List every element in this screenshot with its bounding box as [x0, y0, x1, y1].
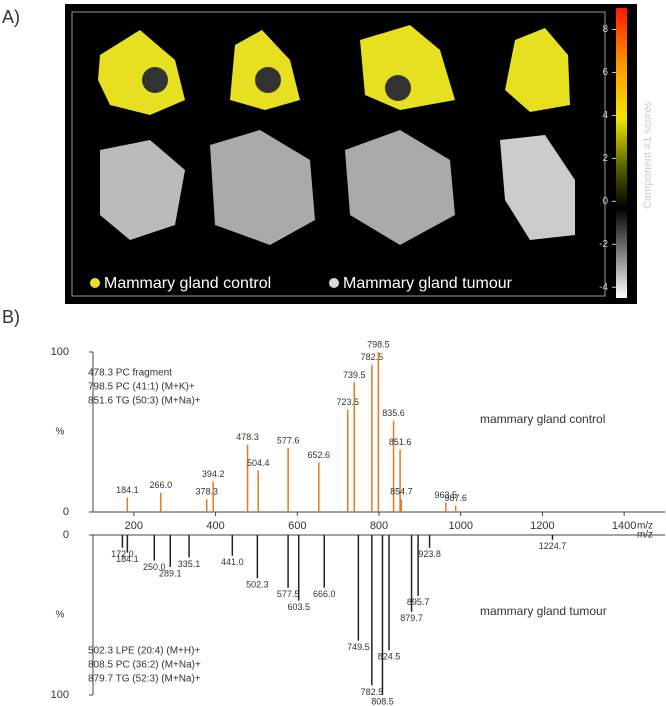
- peak-label: 879.7: [400, 613, 423, 623]
- x-tick-label: 200: [125, 520, 143, 532]
- x-tick-label: 600: [288, 520, 306, 532]
- peak-label: 577.5: [277, 589, 300, 599]
- tissue-control: [360, 25, 455, 110]
- x-tick-label: 400: [206, 520, 224, 532]
- tissue-control: [98, 30, 185, 115]
- tissue-control: [505, 28, 570, 112]
- y-tick-label: 100: [51, 689, 69, 701]
- legend-marker: [329, 278, 339, 288]
- peak-label: 184.1: [116, 554, 139, 564]
- peak-label: 723.5: [336, 397, 359, 407]
- peak-label: 504.4: [247, 458, 270, 468]
- peak-label: 987.6: [444, 493, 467, 503]
- colorbar-tick-label: 6: [602, 67, 608, 78]
- panel-label: A): [2, 7, 20, 27]
- annotation: 798.5 PC (41:1) (M+K)+: [88, 382, 195, 393]
- colorbar-tick-label: -2: [599, 239, 608, 250]
- tissue-node: [385, 75, 411, 101]
- image-frame: [71, 11, 606, 297]
- tissue-tumour: [100, 140, 185, 240]
- tissue-node: [142, 67, 168, 93]
- panel-label: B): [2, 307, 20, 327]
- peak-label: 1224.7: [539, 541, 567, 551]
- x-tick-label: 800: [370, 520, 388, 532]
- x-tick-label: 1400: [612, 520, 636, 532]
- peak-label: 963.5: [435, 490, 458, 500]
- peak-label: 895.7: [407, 597, 430, 607]
- colorbar-tick-label: -4: [599, 282, 608, 293]
- peak-label: 739.5: [343, 370, 366, 380]
- peak-label: 603.5: [287, 602, 310, 612]
- x-tick-label: 1000: [448, 520, 472, 532]
- y-axis-label: %: [56, 610, 65, 621]
- colorbar-tick-label: 0: [602, 196, 608, 207]
- peak-label: 652.6: [308, 450, 331, 460]
- peak-label: 172.0: [111, 549, 134, 559]
- annotation: 879.7 TG (52:3) (M+Na)+: [88, 674, 201, 685]
- peak-label: 782.5: [361, 687, 384, 697]
- peak-label: 749.5: [347, 642, 370, 652]
- peak-label: 441.0: [221, 557, 244, 567]
- colorbar-tick-label: 8: [602, 24, 608, 35]
- tissue-images: [98, 25, 575, 245]
- peak-label: 798.5: [367, 339, 390, 349]
- x-axis-label: m/z: [637, 521, 653, 532]
- y-tick-label: 0: [63, 506, 69, 518]
- colorbar: [616, 8, 627, 298]
- tissue-tumour: [345, 130, 455, 245]
- legend-label: Mammary gland control: [104, 275, 271, 292]
- y-tick-label: 0: [63, 529, 69, 541]
- peak-label: 478.3: [236, 432, 259, 442]
- legend-label: Mammary gland tumour: [343, 275, 513, 292]
- colorbar-tick-label: 2: [602, 153, 608, 164]
- peak-label: 824.5: [378, 652, 401, 662]
- tissue-node: [255, 67, 281, 93]
- peak-label: 666.0: [313, 589, 336, 599]
- y-axis-label: %: [56, 427, 65, 438]
- peak-label: 394.2: [202, 469, 225, 479]
- series-label: mammary gland tumour: [480, 604, 607, 618]
- peak-label: 184.1: [116, 485, 139, 495]
- annotation: 478.3 PC fragment: [88, 368, 172, 379]
- tissue-tumour: [500, 135, 575, 240]
- x-tick-label: 1200: [530, 520, 554, 532]
- peak-label: 250.0: [143, 562, 166, 572]
- tissue-tumour: [210, 130, 315, 245]
- peak-label: 266.0: [150, 480, 173, 490]
- annotation: 502.3 LPE (20:4) (M+H)+: [88, 646, 200, 657]
- peak-label: 378.3: [195, 487, 218, 497]
- peak-label: 502.3: [246, 580, 269, 590]
- legend-marker: [90, 278, 100, 288]
- series-label: mammary gland control: [480, 412, 605, 426]
- peak-label: 835.6: [382, 408, 405, 418]
- y-tick-label: 100: [51, 346, 69, 358]
- annotation: 851.6 TG (50:3) (M+Na)+: [88, 396, 201, 407]
- peak-label: 335.1: [178, 559, 201, 569]
- peak-label: 854.7: [390, 487, 413, 497]
- peak-label: 577.6: [277, 435, 300, 445]
- peak-label: 851.6: [389, 437, 412, 447]
- peak-label: 289.1: [159, 568, 182, 578]
- colorbar-tick-label: 4: [602, 110, 608, 121]
- colorbar-title: Component #1 scores: [642, 101, 654, 209]
- x-axis-label: m/z: [637, 530, 653, 541]
- peak-label: 808.5: [371, 696, 394, 706]
- peak-label: 923.8: [418, 549, 441, 559]
- peak-label: 782.5: [361, 352, 384, 362]
- annotation: 808.5 PC (36:2) (M+Na)+: [88, 660, 201, 671]
